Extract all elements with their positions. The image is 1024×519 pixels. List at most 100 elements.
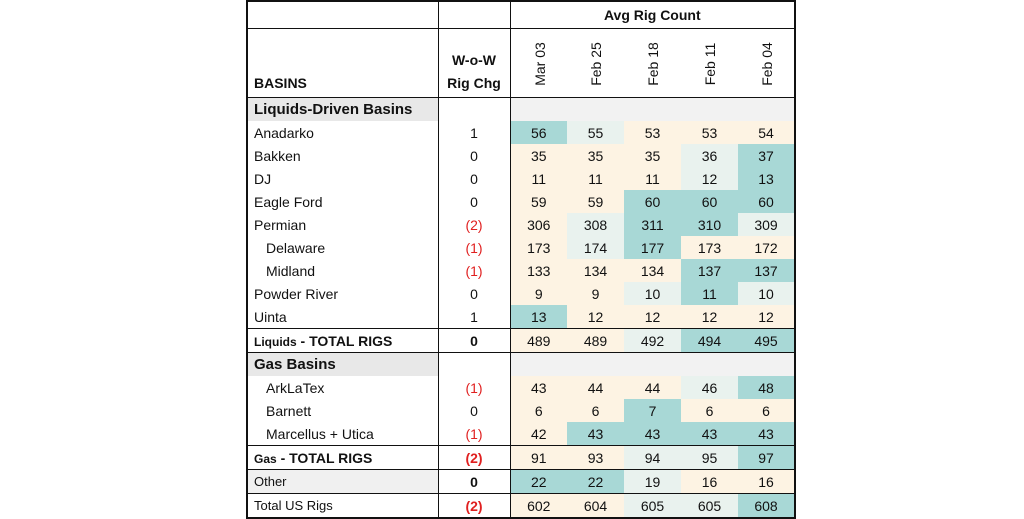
rig-count-cell: 11	[567, 167, 624, 190]
rig-count-cell: 494	[681, 328, 738, 353]
rig-count-cell: 46	[681, 376, 738, 399]
rig-count-cell: 134	[567, 259, 624, 282]
wow-change: 0	[437, 144, 511, 167]
rig-count-cell: 35	[624, 144, 681, 167]
wow-change: 0	[437, 167, 511, 190]
rig-count-cell: 22	[510, 469, 567, 494]
rig-count-cell: 55	[567, 121, 624, 144]
total-row: Other 0 22 22 19 16 16	[246, 469, 797, 494]
rig-count-cell: 44	[624, 376, 681, 399]
rig-count-cell: 35	[567, 144, 624, 167]
wow-change: 1	[437, 121, 511, 144]
basin-name: Other	[246, 469, 438, 494]
section-blank	[681, 352, 738, 376]
basin-name: Midland	[246, 259, 438, 282]
wow-change: 0	[437, 190, 511, 213]
wow-change: 0	[437, 328, 511, 353]
rig-count-cell: 53	[624, 121, 681, 144]
header-row-group: Avg Rig Count	[246, 0, 797, 29]
basin-name: Anadarko	[246, 121, 438, 144]
total-row: Gas - TOTAL RIGS (2) 91 93 94 95 97	[246, 445, 797, 470]
basin-name: Barnett	[246, 399, 438, 422]
basin-name: Liquids - TOTAL RIGS	[246, 328, 438, 353]
rig-count-cell: 495	[738, 328, 797, 353]
rig-count-cell: 59	[510, 190, 567, 213]
basin-name: Eagle Ford	[246, 190, 438, 213]
rig-count-cell: 173	[510, 236, 567, 259]
rig-count-cell: 48	[738, 376, 797, 399]
week-header: Mar 03	[510, 28, 567, 98]
rig-count-cell: 310	[681, 213, 738, 236]
rig-count-cell: 19	[624, 469, 681, 494]
section-blank	[567, 97, 624, 121]
rig-count-cell: 43	[681, 422, 738, 446]
section-blank	[624, 97, 681, 121]
basin-name: ArkLaTex	[246, 376, 438, 399]
rig-count-cell: 137	[738, 259, 797, 282]
rig-count-cell: 7	[624, 399, 681, 422]
section-label: Gas Basins	[246, 352, 438, 376]
basin-row: Bakken 0 35 35 35 36 37	[246, 144, 797, 167]
rig-count-cell: 11	[510, 167, 567, 190]
rig-count-cell: 605	[624, 493, 681, 519]
rig-count-cell: 608	[738, 493, 797, 519]
section-blank	[437, 352, 511, 376]
rig-count-cell: 43	[738, 422, 797, 446]
rig-count-cell: 12	[567, 305, 624, 329]
wow-change: 1	[437, 305, 511, 329]
section-blank	[738, 97, 797, 121]
wow-change: (2)	[437, 213, 511, 236]
rig-count-cell: 13	[510, 305, 567, 329]
rig-count-cell: 16	[681, 469, 738, 494]
rig-count-cell: 36	[681, 144, 738, 167]
section-blank	[624, 352, 681, 376]
basin-row: Midland (1) 133 134 134 137 137	[246, 259, 797, 282]
basin-row: Uinta 1 13 12 12 12 12	[246, 305, 797, 329]
wow-header-line2: Rig Chg	[447, 75, 501, 91]
rig-count-cell: 53	[681, 121, 738, 144]
rig-count-cell: 22	[567, 469, 624, 494]
rig-count-cell: 311	[624, 213, 681, 236]
rig-count-cell: 9	[567, 282, 624, 305]
basin-row: Permian (2) 306 308 311 310 309	[246, 213, 797, 236]
week-label: Feb 25	[588, 42, 604, 86]
rig-count-cell: 37	[738, 144, 797, 167]
rig-count-cell: 16	[738, 469, 797, 494]
rig-count-cell: 177	[624, 236, 681, 259]
week-header: Feb 11	[681, 28, 738, 98]
rig-count-cell: 174	[567, 236, 624, 259]
section-blank	[437, 97, 511, 121]
basin-name: Delaware	[246, 236, 438, 259]
rig-count-cell: 12	[681, 167, 738, 190]
wow-rig-chg-header: W-o-W Rig Chg	[437, 28, 511, 98]
rig-count-cell: 12	[681, 305, 738, 329]
wow-change: 0	[437, 282, 511, 305]
rig-count-cell: 44	[567, 376, 624, 399]
section-blank	[681, 97, 738, 121]
wow-header-line1: W-o-W	[451, 52, 497, 68]
wow-change: (1)	[437, 422, 511, 446]
rig-count-table: Avg Rig Count BASINS W-o-W Rig Chg Mar 0…	[246, 0, 797, 519]
rig-count-cell: 13	[738, 167, 797, 190]
wow-change: (1)	[437, 259, 511, 282]
rig-count-cell: 11	[624, 167, 681, 190]
week-header: Feb 18	[624, 28, 681, 98]
rig-count-cell: 60	[738, 190, 797, 213]
wow-change: (1)	[437, 236, 511, 259]
basin-row: ArkLaTex (1) 43 44 44 46 48	[246, 376, 797, 399]
rig-count-cell: 308	[567, 213, 624, 236]
total-row: Total US Rigs (2) 602 604 605 605 608	[246, 493, 797, 519]
section-blank	[510, 97, 567, 121]
rig-count-cell: 43	[567, 422, 624, 446]
header-blank-cell	[437, 0, 511, 29]
basin-name: Gas - TOTAL RIGS	[246, 445, 438, 470]
wow-change: 0	[437, 469, 511, 494]
rig-count-cell: 10	[738, 282, 797, 305]
section-label: Liquids-Driven Basins	[246, 97, 438, 121]
header-row-columns: BASINS W-o-W Rig Chg Mar 03 Feb 25 Feb 1…	[246, 28, 797, 98]
rig-count-cell: 94	[624, 445, 681, 470]
basins-header: BASINS	[246, 28, 438, 98]
rig-count-cell: 489	[510, 328, 567, 353]
total-label-prefix: Gas	[254, 451, 277, 466]
rig-count-cell: 306	[510, 213, 567, 236]
